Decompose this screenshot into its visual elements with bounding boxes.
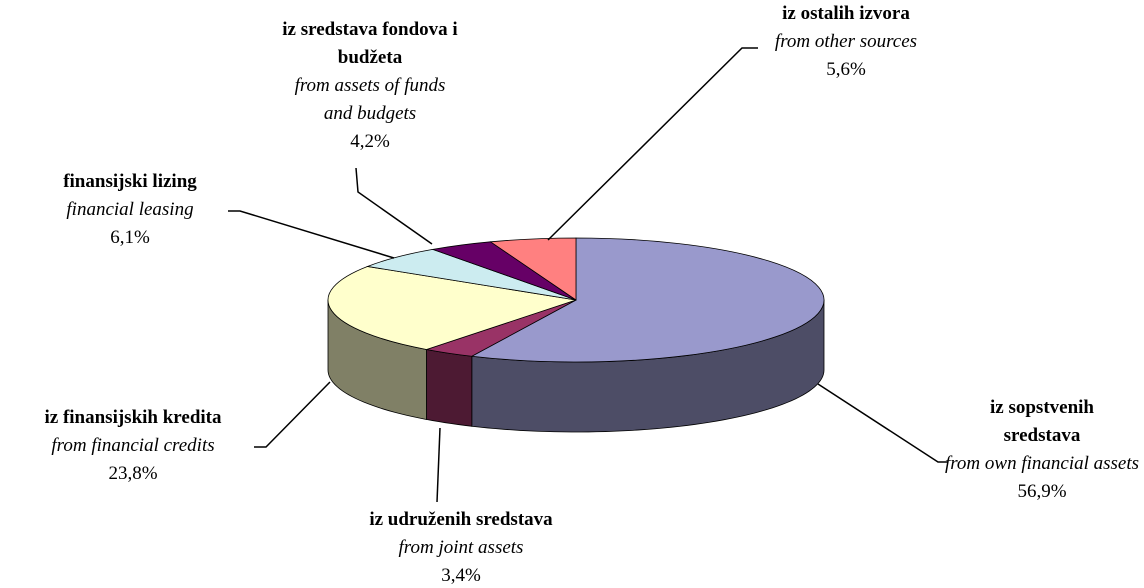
leader-line — [228, 210, 395, 259]
slice-top — [489, 237, 577, 301]
slice-label: iz finansijskih kredita from financial cr… — [3, 404, 263, 488]
value-label: 23,8% — [108, 463, 158, 484]
english-label: financial leasing — [66, 199, 194, 220]
english-label: from financial credits — [51, 435, 215, 456]
slice-top — [327, 266, 577, 350]
value-label: 5,6% — [826, 59, 866, 80]
leader-line — [254, 381, 331, 448]
category-label: iz udruženih sredstava — [369, 509, 553, 530]
leader-line — [817, 383, 948, 463]
slice-label: iz sredstava fondova i budžeta from asset… — [240, 16, 500, 156]
leader-line — [547, 47, 758, 241]
category-label: iz sredstava fondova i budžeta — [282, 19, 458, 68]
category-label: iz sopstvenih sredstava — [990, 397, 1094, 446]
leader-line — [355, 167, 433, 245]
leader-line — [436, 427, 441, 503]
english-label: from other sources — [774, 31, 918, 52]
slice-top — [470, 237, 825, 363]
slice-label: iz ostalih izvora from other sources 5,6% — [716, 0, 976, 84]
category-label: iz finansijskih kredita — [44, 407, 222, 428]
value-label: 56,9% — [1017, 481, 1067, 502]
slice-label: iz sopstvenih sredstava from own financia… — [942, 394, 1142, 506]
category-label: finansijski lizing — [63, 171, 197, 192]
english-label: from joint assets — [398, 537, 524, 558]
value-label: 6,1% — [110, 227, 150, 248]
value-label: 3,4% — [441, 565, 481, 586]
value-label: 4,2% — [350, 131, 390, 152]
slice-side — [426, 348, 473, 427]
slice-label: iz udruženih sredstava from joint assets 3… — [331, 506, 591, 588]
slice-label: finansijski lizing financial leasing 6,1% — [20, 168, 240, 252]
english-label: from own financial assets — [944, 453, 1140, 474]
english-label: from assets of funds and budgets — [294, 75, 446, 124]
category-label: iz ostalih izvora — [782, 3, 910, 24]
